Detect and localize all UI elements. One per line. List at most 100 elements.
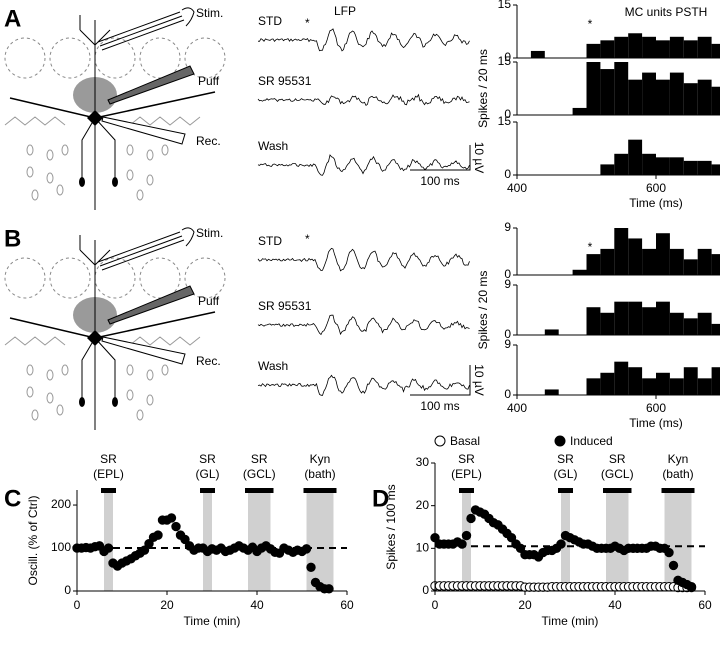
legend-marker (554, 435, 566, 447)
data-point (301, 544, 312, 554)
region-label: SR (251, 452, 268, 466)
region-label: Kyn (668, 452, 689, 466)
region (462, 492, 471, 591)
y-tick-label: 0 (504, 107, 511, 121)
x-axis-label: Time (ms) (629, 416, 683, 430)
region-label: (bath) (662, 467, 693, 481)
legend-label: Induced (570, 434, 613, 448)
bar (544, 389, 559, 395)
region (664, 492, 692, 591)
lfp-trace (257, 93, 470, 107)
x-axis-label: Time (ms) (629, 196, 683, 210)
data-point (324, 584, 334, 594)
bar (656, 40, 670, 58)
y-tick-label: 9 (504, 277, 511, 291)
region-bar (459, 488, 474, 493)
bar (600, 69, 615, 115)
data-point (153, 530, 163, 540)
data-point (556, 539, 566, 549)
panel-label: A (4, 5, 21, 32)
region (306, 492, 334, 591)
region (248, 492, 271, 591)
y-axis-label: Spikes / 20 ms (476, 49, 490, 128)
y-tick-label: 0 (504, 167, 511, 181)
bar (600, 40, 615, 58)
data-point (180, 534, 190, 545)
y-tick-label: 200 (51, 497, 71, 511)
schematic: Stim. Puff Rec. (4, 226, 226, 430)
bar (683, 83, 698, 115)
region (561, 492, 570, 591)
puff-label: Puff (198, 294, 220, 308)
x-tick-label: 0 (74, 598, 81, 612)
region-bar (603, 488, 632, 493)
data-point (144, 539, 154, 549)
x-tick-label: 400 (507, 181, 527, 195)
bar (697, 378, 712, 395)
bar (697, 79, 712, 115)
x-tick-label: 600 (646, 401, 666, 415)
bar (656, 233, 670, 275)
bar (628, 33, 643, 58)
condition-label: SR 95531 (258, 299, 312, 313)
region-bar (661, 488, 695, 493)
schematic: Stim. Puff Rec. (4, 6, 226, 210)
bar (586, 43, 601, 58)
condition-label: Wash (258, 139, 288, 153)
bar (697, 248, 712, 275)
data-point (664, 547, 674, 558)
data-point (686, 582, 697, 592)
panel-label: D (372, 485, 389, 512)
bar (697, 312, 712, 335)
x-tick-label: 20 (518, 598, 532, 612)
x-tick-label: 400 (507, 401, 527, 415)
legend-label: Basal (450, 434, 480, 448)
bar (669, 378, 684, 395)
x-tick-label: 40 (250, 598, 264, 612)
bar (614, 36, 629, 58)
y-tick-label: 9 (504, 337, 511, 351)
bar (586, 307, 601, 335)
scale-y-label: 10 µV (472, 142, 486, 174)
y-tick-label: 9 (504, 220, 511, 234)
y-tick-label: 15 (498, 0, 512, 11)
bar (586, 254, 601, 275)
bar (711, 323, 720, 335)
scale-x-label: 100 ms (420, 174, 459, 188)
y-axis-label: Spikes / 100 ms (384, 484, 398, 569)
stim-marker: * (305, 232, 310, 246)
y-tick-label: 0 (64, 583, 71, 597)
data-point (515, 543, 526, 554)
data-point (166, 513, 177, 523)
y-tick-label: 0 (504, 387, 511, 401)
region-label: SR (100, 452, 117, 466)
annotation: * (588, 17, 593, 31)
bar (628, 301, 643, 335)
bar (697, 36, 712, 58)
bar (628, 238, 643, 275)
y-tick-label: 0 (504, 327, 511, 341)
bar (600, 372, 615, 395)
x-axis-label: Time (min) (184, 614, 241, 628)
region (606, 492, 629, 591)
bar (669, 157, 684, 175)
region-label: SR (557, 452, 574, 466)
puff-label: Puff (198, 74, 220, 88)
scale-y-label: 10 µV (472, 364, 486, 396)
region-label: (GCL) (601, 467, 634, 481)
condition-label: STD (258, 14, 282, 28)
bar (656, 157, 670, 175)
region (104, 492, 113, 591)
bar (586, 378, 601, 395)
region-label: (EPL) (451, 467, 482, 481)
region-label: (bath) (304, 467, 335, 481)
condition-label: SR 95531 (258, 74, 312, 88)
region (203, 492, 212, 591)
scale-bar (410, 365, 471, 396)
x-axis-label: Time (min) (542, 614, 599, 628)
lfp-trace (257, 314, 470, 336)
bar (530, 50, 545, 58)
rec-label: Rec. (196, 354, 221, 368)
bar (642, 378, 656, 395)
region-label: SR (199, 452, 216, 466)
